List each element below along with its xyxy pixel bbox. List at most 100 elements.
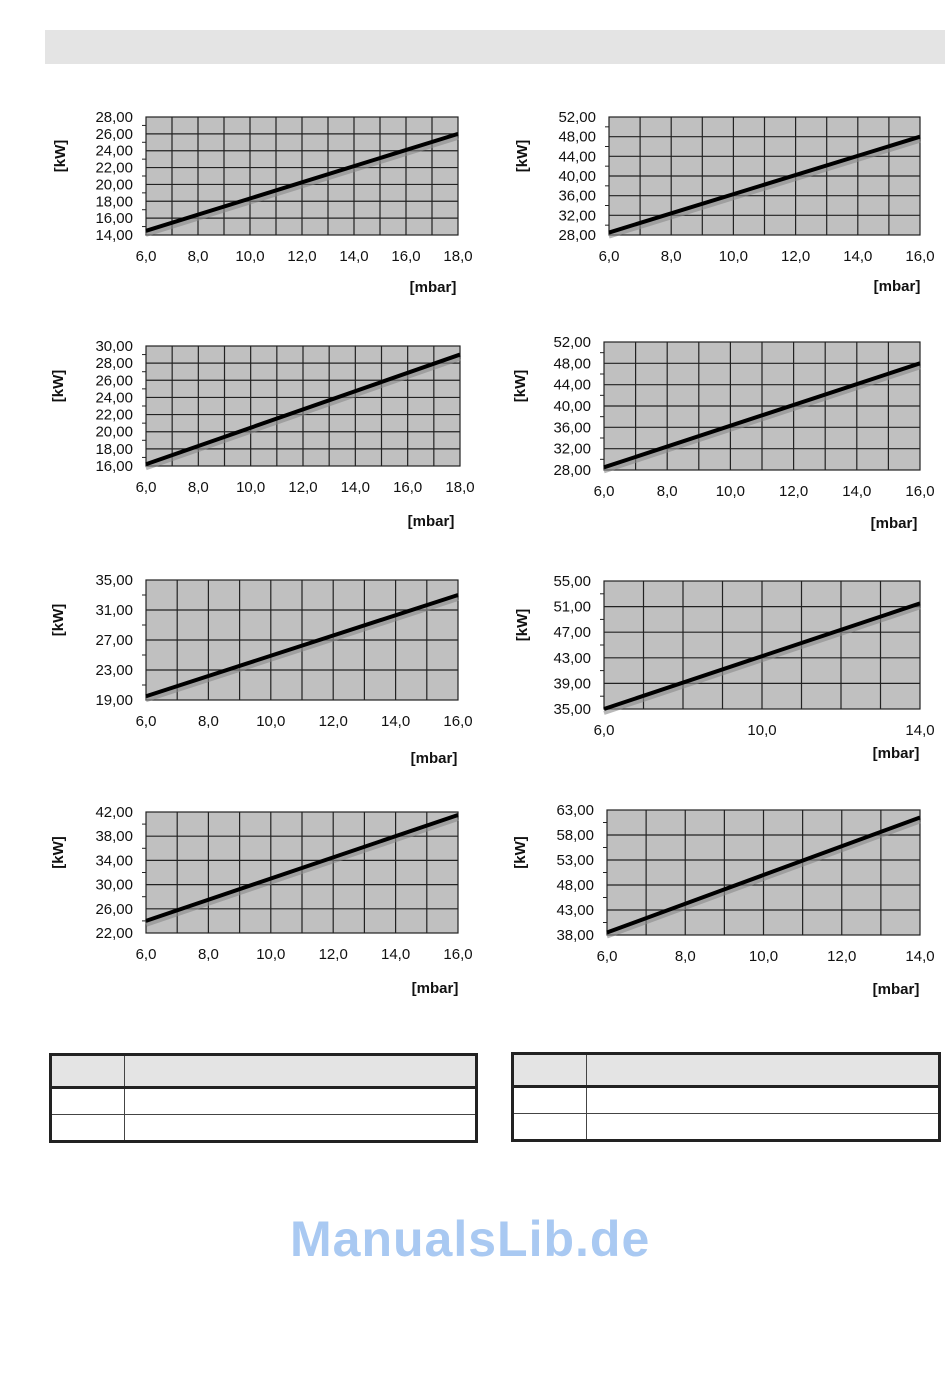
x-tick-label: 6,0 (136, 946, 157, 963)
y-tick-label: 32,00 (558, 207, 596, 224)
y-tick-label: 31,00 (95, 602, 133, 619)
series-line (145, 131, 459, 233)
y-tick-label: 53,00 (556, 852, 594, 869)
series-line (603, 361, 921, 470)
y-tick-label: 52,00 (553, 334, 591, 351)
y-axis-label: [kW] (50, 836, 67, 869)
spec-table-left (49, 1053, 478, 1143)
table-row (50, 1114, 477, 1142)
x-tick-label: 14,0 (843, 248, 872, 265)
table-cell (124, 1087, 477, 1115)
table-cell (50, 1054, 125, 1089)
y-tick-label: 26,00 (95, 126, 133, 143)
x-tick-label: 10,0 (719, 248, 748, 265)
x-tick-label: 12,0 (781, 248, 810, 265)
x-tick-label: 6,0 (597, 948, 618, 965)
x-tick-label: 14,0 (842, 483, 871, 500)
x-tick-label: 6,0 (594, 722, 615, 739)
y-tick-label: 48,00 (558, 129, 596, 146)
y-tick-label: 30,00 (95, 877, 133, 894)
x-tick-label: 8,0 (198, 946, 219, 963)
x-tick-label: 10,0 (749, 948, 778, 965)
y-tick-label: 16,00 (95, 458, 133, 475)
x-tick-label: 16,0 (391, 248, 420, 265)
y-axis-label: [kW] (514, 609, 531, 642)
x-tick-label: 12,0 (779, 483, 808, 500)
table-header-row (50, 1054, 477, 1089)
y-tick-label: 43,00 (553, 650, 591, 667)
chart-4: 52,00 48,00 44,00 40,00 36,00 32,00 28,006,0 8,… (512, 334, 935, 532)
y-tick-label: 34,00 (95, 852, 133, 869)
series-line (603, 601, 921, 711)
series-line (606, 815, 921, 935)
x-axis-label: [mbar] (410, 279, 457, 296)
chart-8: 63,00 58,00 53,00 48,00 43,00 38,006,0 8,0 10,0… (512, 802, 935, 998)
y-tick-label: 30,00 (95, 338, 133, 355)
x-tick-label: 18,0 (443, 248, 472, 265)
y-tick-label: 55,00 (553, 573, 591, 590)
chart-2: 52,00 48,00 44,00 40,00 36,00 32,00 28,006,0 8,… (514, 109, 935, 295)
table-cell (512, 1113, 587, 1141)
y-tick-label: 47,00 (553, 624, 591, 641)
y-tick-label: 28,00 (95, 355, 133, 372)
series-line (608, 134, 921, 235)
x-tick-label: 10,0 (256, 713, 285, 730)
x-axis-label: [mbar] (874, 278, 921, 295)
chart-3: 30,0028,0026,0024,0022,0020,0018,0016,00… (50, 338, 475, 530)
table-cell (586, 1053, 940, 1088)
x-tick-label: 8,0 (188, 248, 209, 265)
y-tick-label: 18,00 (95, 441, 133, 458)
x-tick-label: 8,0 (657, 483, 678, 500)
y-tick-label: 38,00 (556, 927, 594, 944)
x-tick-label: 14,0 (341, 479, 370, 496)
table-cell (586, 1086, 940, 1114)
y-tick-label: 35,00 (95, 572, 133, 589)
x-tick-label: 12,0 (319, 713, 348, 730)
table-cell (124, 1054, 477, 1089)
x-tick-label: 12,0 (288, 479, 317, 496)
y-tick-label: 44,00 (558, 148, 596, 165)
y-tick-label: 20,00 (95, 176, 133, 193)
x-tick-label: 8,0 (198, 713, 219, 730)
series-line-shadow (608, 138, 921, 239)
y-axis-label: [kW] (50, 370, 67, 403)
y-tick-label: 35,00 (553, 701, 591, 718)
x-axis-label: [mbar] (873, 745, 920, 762)
y-tick-label: 44,00 (553, 377, 591, 394)
x-tick-label: 12,0 (827, 948, 856, 965)
y-tick-label: 22,00 (95, 925, 133, 942)
table-header-row (512, 1053, 940, 1088)
series-line-shadow (603, 605, 921, 715)
x-tick-label: 16,0 (905, 483, 934, 500)
x-axis-label: [mbar] (408, 513, 455, 530)
chart-6: 55,00 51,00 47,00 43,00 39,00 35,006,0 10,0 14,… (514, 573, 935, 762)
y-tick-label: 32,00 (553, 441, 591, 458)
y-tick-label: 40,00 (553, 398, 591, 415)
table-row (50, 1087, 477, 1115)
x-tick-label: 12,0 (287, 248, 316, 265)
x-tick-label: 6,0 (136, 713, 157, 730)
y-tick-label: 63,00 (556, 802, 594, 819)
chart-1: 28,0026,0024,0022,0020,0018,0016,0014,00… (52, 109, 473, 296)
y-tick-label: 24,00 (95, 143, 133, 160)
x-tick-label: 14,0 (381, 946, 410, 963)
series-line-shadow (145, 817, 459, 927)
y-tick-label: 36,00 (558, 188, 596, 205)
y-tick-label: 18,00 (95, 193, 133, 210)
x-tick-label: 8,0 (675, 948, 696, 965)
x-tick-label: 16,0 (393, 479, 422, 496)
x-tick-label: 10,0 (256, 946, 285, 963)
y-tick-label: 36,00 (553, 419, 591, 436)
table-cell (50, 1114, 125, 1142)
y-tick-label: 22,00 (95, 160, 133, 177)
y-tick-label: 28,00 (553, 462, 591, 479)
series-line-shadow (145, 135, 459, 237)
x-tick-label: 6,0 (136, 479, 157, 496)
series-line-shadow (145, 356, 461, 471)
x-tick-label: 14,0 (905, 722, 934, 739)
y-tick-label: 48,00 (553, 355, 591, 372)
y-tick-label: 22,00 (95, 407, 133, 424)
y-tick-label: 48,00 (556, 877, 594, 894)
x-tick-label: 16,0 (905, 248, 934, 265)
x-tick-label: 14,0 (339, 248, 368, 265)
